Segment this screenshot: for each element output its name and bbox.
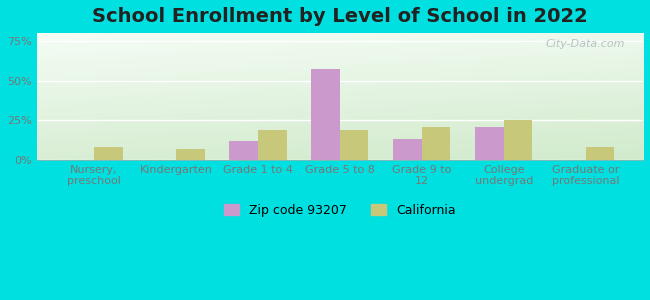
Bar [586, 147, 614, 160]
Bar [340, 130, 369, 160]
Bar [176, 149, 205, 160]
Title: School Enrollment by Level of School in 2022: School Enrollment by Level of School in … [92, 7, 588, 26]
Bar [475, 127, 504, 160]
Legend: Zip code 93207, California: Zip code 93207, California [224, 204, 456, 217]
Bar [258, 130, 287, 160]
Bar [94, 147, 123, 160]
Text: City-Data.com: City-Data.com [545, 39, 625, 50]
Bar [393, 139, 422, 160]
Bar [311, 70, 340, 160]
Bar [422, 127, 450, 160]
Bar [229, 141, 258, 160]
Bar [504, 120, 532, 160]
